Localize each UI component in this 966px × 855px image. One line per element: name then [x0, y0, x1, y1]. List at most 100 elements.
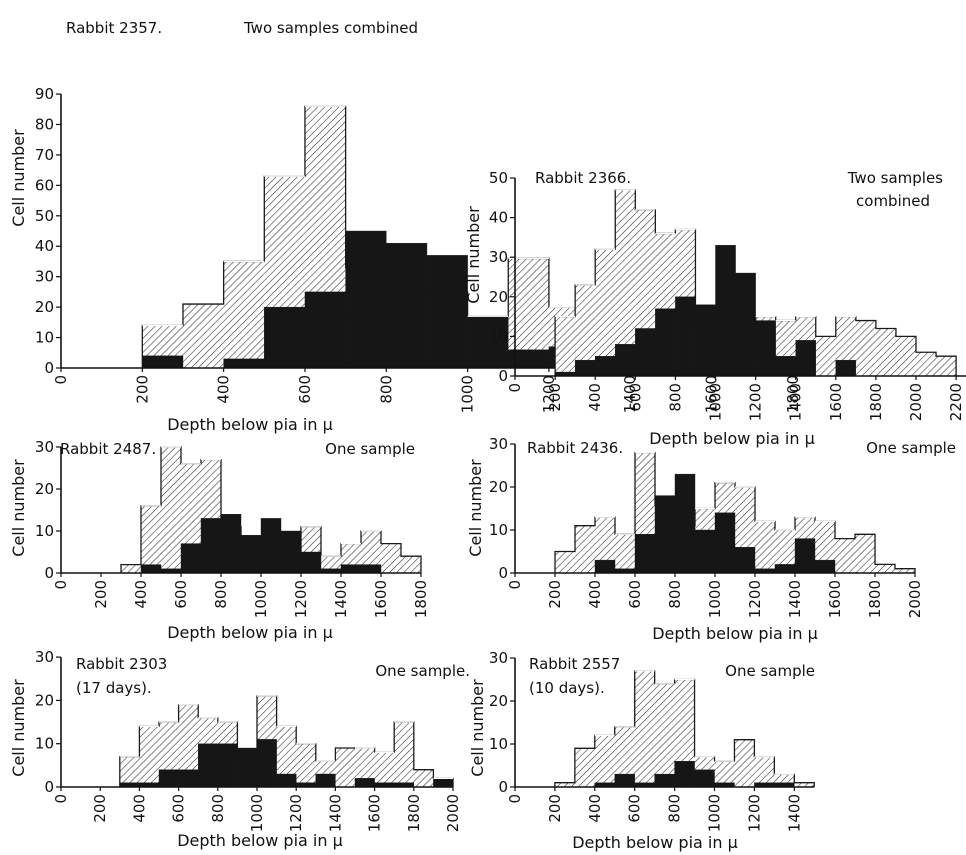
hatched-bar [594, 735, 615, 787]
solid-bar [340, 564, 362, 574]
hatched-bar [654, 683, 675, 787]
hatched-bar [182, 304, 224, 368]
y-tick-label: 40 [35, 237, 54, 255]
x-tick-label: 1200 [292, 580, 310, 618]
solid-bar [694, 769, 715, 788]
solid-bar [615, 344, 636, 377]
y-tick-label: 10 [35, 329, 54, 347]
solid-bar [256, 739, 277, 788]
solid-bar [220, 514, 242, 574]
solid-bar [237, 747, 258, 788]
y-axis-label: Cell number [9, 679, 28, 777]
x-tick-label: 2200 [947, 383, 965, 421]
hatched-bar [895, 336, 916, 376]
x-tick-label: 1800 [784, 375, 802, 413]
solid-bar [240, 535, 262, 574]
y-tick-label: 10 [489, 521, 508, 539]
histogram-panel: 0 10 20 30 0 200 400 600 800 1000 1200 1400 Rabbit 2… [468, 649, 815, 852]
panel-subtitle: One sample [725, 662, 815, 680]
y-axis-label: Cell number [468, 679, 487, 777]
y-axis-label: Cell number [464, 206, 483, 304]
solid-bar [315, 773, 336, 788]
solid-bar [574, 359, 596, 377]
solid-bar [200, 518, 222, 574]
panel-subtitle: One sample [866, 439, 956, 457]
solid-bar [276, 773, 297, 788]
solid-bar [814, 559, 836, 574]
hatched-bar [615, 534, 635, 573]
hatched-bar [374, 752, 395, 787]
x-tick-label: 1000 [248, 794, 266, 832]
hatched-bar [835, 538, 855, 573]
x-tick-label: 400 [586, 794, 604, 823]
solid-bar [304, 291, 346, 369]
solid-bar [594, 559, 616, 574]
x-tick-label: 1600 [826, 580, 844, 618]
panel-title: Rabbit 2357. [66, 19, 162, 37]
solid-bar [386, 242, 428, 369]
panel-title: Rabbit 2303 [76, 655, 167, 673]
solid-bar [354, 778, 375, 788]
solid-bar [280, 530, 302, 574]
solid-bar [634, 534, 656, 574]
solid-bar [795, 340, 816, 377]
y-axis-label: Cell number [466, 459, 485, 557]
solid-bar [675, 296, 696, 377]
panel-subtitle: One sample [325, 440, 415, 458]
y-tick-label: 20 [35, 298, 54, 316]
x-tick-label: 600 [626, 794, 644, 823]
x-tick-label: 1000 [459, 375, 477, 413]
x-tick-label: 400 [586, 383, 604, 412]
hatched-bar [615, 189, 636, 376]
solid-bar [180, 543, 202, 574]
x-tick-label: 2000 [444, 794, 462, 832]
hatched-bar [754, 756, 775, 787]
solid-bar [655, 308, 676, 377]
y-tick-label: 10 [35, 735, 54, 753]
x-axis-label: Depth below pia in μ [572, 833, 738, 852]
solid-bar [775, 356, 796, 377]
x-tick-label: 0 [52, 580, 70, 590]
x-tick-label: 1000 [707, 383, 725, 421]
hatched-bar [574, 748, 595, 787]
hatched-bar [335, 748, 355, 787]
x-tick-label: 2000 [906, 580, 924, 618]
solid-bar [774, 564, 796, 574]
y-tick-label: 0 [498, 778, 508, 796]
hatched-bar [575, 284, 596, 376]
hatched-outline [554, 451, 916, 573]
y-tick-label: 20 [35, 691, 54, 709]
hatched-bar [936, 356, 957, 376]
x-tick-label: 1600 [366, 794, 384, 832]
x-tick-label: 0 [506, 580, 524, 590]
y-tick-label: 40 [489, 209, 508, 227]
y-tick-label: 0 [498, 367, 508, 385]
hatched-bar [121, 564, 141, 573]
panel-note: (10 days). [529, 679, 605, 697]
hatched-bar [161, 447, 181, 573]
x-tick-label: 2000 [907, 383, 925, 421]
histogram-panel: 0 10 20 30 0 200 400 600 800 1000 1200 1400 1600 1800… [9, 438, 430, 642]
histogram-panel: 0 10 20 30 0 200 400 600 800 1000 1200 1400 1600 1800… [466, 435, 956, 643]
solid-bar [426, 255, 468, 369]
solid-bar [140, 564, 162, 574]
x-tick-label: 600 [626, 580, 644, 609]
x-tick-label: 200 [546, 383, 564, 412]
hatched-bar [554, 782, 575, 787]
y-tick-label: 0 [498, 564, 508, 582]
hatched-bar [595, 517, 615, 573]
panel-title: Rabbit 2436. [527, 439, 623, 457]
solid-bar [433, 778, 454, 788]
y-tick-label: 20 [489, 478, 508, 496]
solid-bar [142, 355, 184, 369]
x-tick-label: 600 [172, 580, 190, 609]
y-tick-label: 20 [35, 480, 54, 498]
panel-title: Rabbit 2366. [535, 169, 631, 187]
hatched-bar [381, 543, 401, 573]
x-tick-label: 400 [130, 794, 148, 823]
solid-bar [695, 304, 716, 377]
x-tick-label: 0 [506, 794, 524, 804]
y-tick-label: 0 [44, 778, 54, 796]
x-tick-label: 1400 [785, 794, 803, 832]
